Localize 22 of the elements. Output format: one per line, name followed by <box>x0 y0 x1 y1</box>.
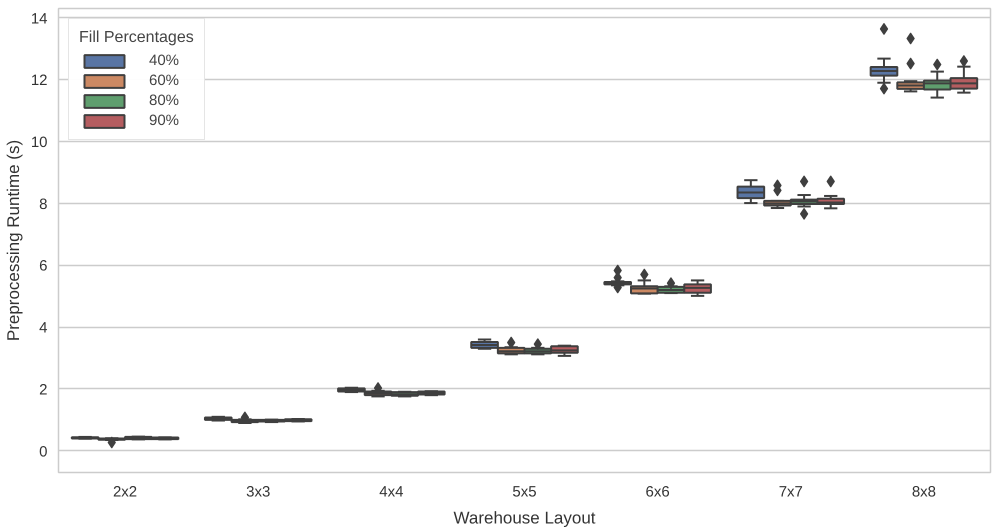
legend-label: 60% <box>149 72 180 89</box>
x-tick-label: 5x5 <box>512 484 537 500</box>
y-tick-label: 2 <box>39 381 48 398</box>
x-axis-title: Warehouse Layout <box>453 508 596 528</box>
y-tick-label: 10 <box>30 134 48 152</box>
x-tick-label: 3x3 <box>246 484 270 500</box>
legend-title: Fill Percentages <box>79 29 194 47</box>
y-tick-label: 8 <box>39 196 48 213</box>
x-tick-label: 6x6 <box>646 484 670 500</box>
y-tick-label: 14 <box>30 10 48 28</box>
y-tick-label: 4 <box>39 320 48 337</box>
y-axis-title: Preprocessing Runtime (s) <box>4 140 23 342</box>
x-tick-label: 8x8 <box>912 484 936 500</box>
x-tick-label: 7x7 <box>778 484 803 500</box>
legend-label: 90% <box>149 112 180 129</box>
legend-label: 80% <box>149 92 180 109</box>
y-tick-label: 6 <box>39 258 48 275</box>
y-tick-label: 12 <box>30 72 48 90</box>
y-tick-label: 0 <box>39 443 48 460</box>
x-tick-label: 2x2 <box>112 484 138 500</box>
legend-label: 40% <box>149 52 180 69</box>
x-tick-label: 4x4 <box>379 484 404 500</box>
